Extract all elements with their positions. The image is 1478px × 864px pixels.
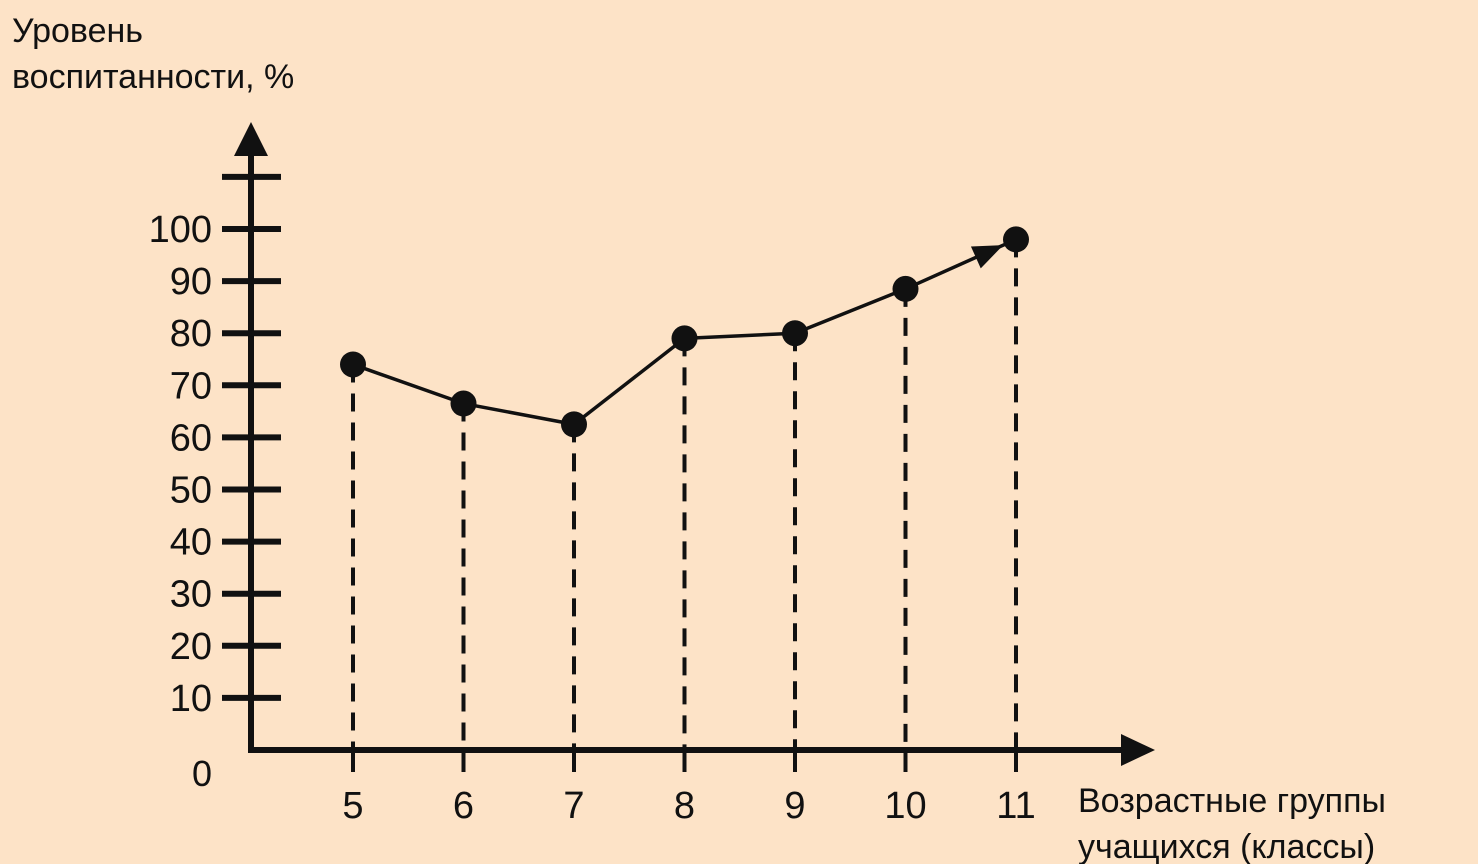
y-axis-arrow xyxy=(234,122,268,156)
x-tick-label-5: 5 xyxy=(342,785,363,827)
line-segment-8-9 xyxy=(684,331,796,341)
origin-label: 0 xyxy=(192,753,212,794)
data-point-7 xyxy=(561,411,587,438)
y-axis-label-line-1: Уровень xyxy=(12,12,143,50)
y-axis-label-line-2: воспитанности, % xyxy=(12,58,294,96)
data-point-10 xyxy=(892,275,919,302)
line-segment-6-7 xyxy=(463,401,575,427)
y-tick-label-70: 70 xyxy=(170,365,212,407)
y-tick-label-50: 50 xyxy=(170,470,212,512)
x-tick-label-6: 6 xyxy=(453,785,474,827)
drop-lines xyxy=(351,239,1018,750)
x-axis-arrow xyxy=(1121,734,1155,766)
x-axis-label-line-2: учащихся (классы) xyxy=(1078,828,1375,864)
line-segment-5-6 xyxy=(352,362,465,406)
x-tick-label-8: 8 xyxy=(674,785,695,827)
data-point-11 xyxy=(1003,226,1029,253)
line-end-arrow xyxy=(970,245,1004,269)
data-point-9 xyxy=(782,320,808,347)
y-tick-label-80: 80 xyxy=(170,313,212,355)
data-point-6 xyxy=(450,390,477,417)
y-tick-label-90: 90 xyxy=(170,261,212,303)
x-tick-label-7: 7 xyxy=(563,785,584,827)
y-tick-label-20: 20 xyxy=(170,626,212,668)
y-tick-label-10: 10 xyxy=(170,678,212,720)
x-ticks: 5 6 7 8 9 10 11 xyxy=(342,750,1036,827)
data-point-8 xyxy=(671,325,698,352)
y-ticks: 10 20 30 40 50 60 70 80 90 100 xyxy=(149,173,281,720)
y-tick-label-60: 60 xyxy=(170,417,212,459)
line-segment-7-8 xyxy=(572,337,686,426)
x-axis-label-line-1: Возрастные группы xyxy=(1078,782,1386,820)
x-tick-label-10: 10 xyxy=(884,785,926,827)
x-tick-label-9: 9 xyxy=(784,785,805,827)
x-tick-label-11: 11 xyxy=(996,785,1035,827)
y-tick-label-30: 30 xyxy=(170,574,212,616)
y-tick-label-100: 100 xyxy=(149,209,212,251)
series-line xyxy=(352,237,1017,427)
line-segment-9-10 xyxy=(794,287,907,335)
y-tick-label-40: 40 xyxy=(170,522,212,564)
data-points xyxy=(340,226,1029,438)
data-point-5 xyxy=(340,351,366,378)
